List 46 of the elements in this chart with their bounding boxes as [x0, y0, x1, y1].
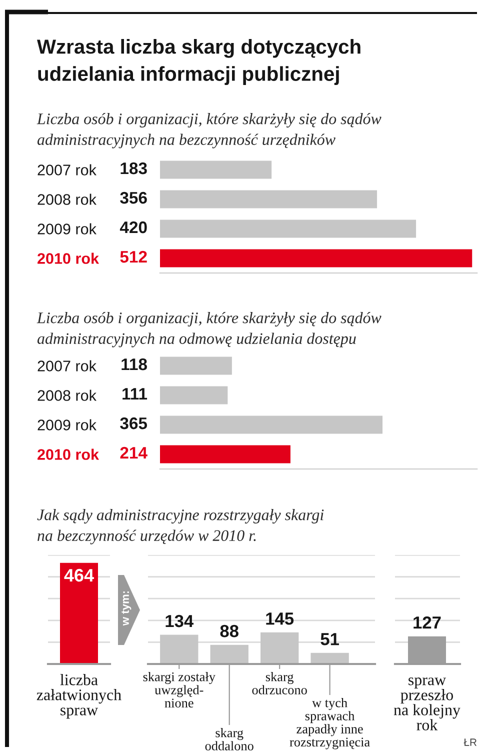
y-tick-label: 2007 rok [38, 360, 96, 372]
y-tick-label: 2009 rok [38, 419, 96, 430]
data-label: 512 [120, 250, 147, 263]
bar [160, 445, 290, 464]
bar [260, 632, 299, 664]
x-tick-label: liczba załatwionych spraw [36, 674, 122, 719]
y-tick-label: 2010 rok [38, 252, 100, 264]
data-label: 356 [120, 192, 147, 204]
bar [160, 356, 232, 375]
x-tick-label: w tych sprawach zapadły inne rozstrzygnięcia [290, 698, 370, 750]
y-tick-label: 2008 rok [38, 194, 96, 205]
data-label: 51 [320, 633, 339, 646]
x-tick-label: skarg odrzucono [252, 672, 307, 694]
chart-subtitle: Liczba osób i organizacji, które skarżyły się do sądów administracyjnych na bezczynność urzędników [36, 113, 382, 148]
chart-title: Wzrasta liczba skarg dotyczących udzielania informacji publicznej [37, 39, 360, 85]
data-label: 214 [120, 446, 148, 459]
data-label: 111 [122, 388, 148, 400]
x-tick-label: spraw przeszło na kolejny rok [394, 678, 460, 730]
data-label: 134 [166, 614, 194, 628]
text: ŁR [464, 738, 477, 746]
bar [310, 652, 349, 664]
bar [160, 160, 272, 179]
bar [160, 416, 383, 434]
text: Jak sądy administracyjne rozstrzygały skargi na bezczynność urzędów w 2010 r. [37, 509, 324, 544]
y-tick-label: 2009 rok [38, 223, 96, 234]
data-label: 464 [64, 568, 94, 582]
bar [160, 220, 416, 238]
data-label: 420 [120, 221, 147, 234]
data-label: 365 [120, 417, 148, 430]
y-tick-label: 2007 rok [38, 164, 96, 176]
y-tick-label: 2008 rok [38, 390, 96, 401]
x-tick-label: skarg oddalono [205, 728, 254, 750]
bar [210, 644, 248, 664]
x-tick-label: skargi zostały uwzględ- nione [143, 672, 216, 708]
data-label: 118 [122, 358, 147, 370]
bar [160, 249, 472, 268]
data-label: 145 [266, 612, 294, 625]
chart-subtitle: Liczba osób i organizacji, które skarżyły się do sądów administracyjnych na odmowę udzielania dostępu [36, 312, 382, 348]
bar [160, 190, 378, 208]
data-label: 127 [414, 616, 441, 629]
data-label: 88 [220, 624, 238, 638]
y-tick-label: 2010 rok [38, 448, 100, 460]
data-label: 183 [120, 162, 147, 174]
text: w tym: [122, 591, 132, 626]
bar [160, 634, 198, 664]
bar [160, 386, 228, 404]
